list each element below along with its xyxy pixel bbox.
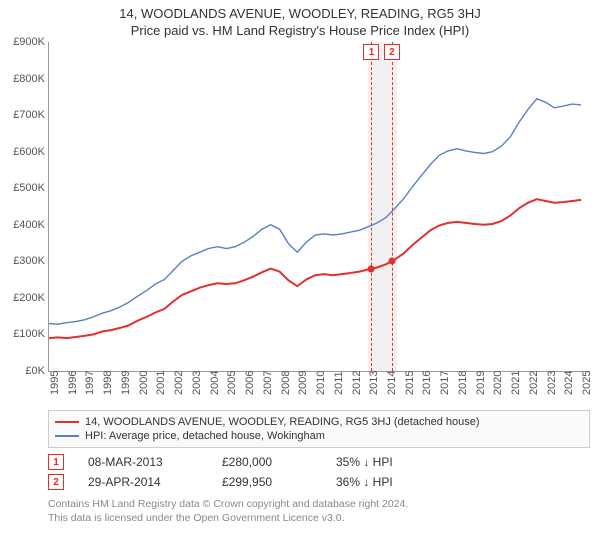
legend-row: 14, WOODLANDS AVENUE, WOODLEY, READING, …	[55, 415, 583, 429]
sale-vline	[392, 42, 393, 371]
footer-line-2: This data is licensed under the Open Gov…	[48, 512, 590, 526]
y-tick: £700K	[1, 109, 45, 121]
y-tick: £600K	[1, 146, 45, 158]
sale-delta: 36% ↓ HPI	[336, 475, 393, 489]
sales-table: 1 08-MAR-2013 £280,000 35% ↓ HPI 2 29-APR-201…	[48, 452, 590, 492]
sale-price: £299,950	[222, 475, 312, 489]
legend-row: HPI: Average price, detached house, Woki…	[55, 429, 583, 443]
sale-row: 2 29-APR-2014 £299,950 36% ↓ HPI	[48, 472, 590, 492]
legend-swatch	[55, 435, 79, 437]
sale-dot	[388, 258, 395, 265]
chart-svg	[49, 42, 590, 371]
footer-line-1: Contains HM Land Registry data © Crown c…	[48, 498, 590, 512]
y-tick: £800K	[1, 73, 45, 85]
sale-flag: 1	[363, 44, 379, 60]
sale-dot	[368, 265, 375, 272]
legend-swatch	[55, 421, 79, 423]
footer-text: Contains HM Land Registry data © Crown c…	[48, 498, 590, 525]
sale-row: 1 08-MAR-2013 £280,000 35% ↓ HPI	[48, 452, 590, 472]
chart-area: £0K£100K£200K£300K£400K£500K£600K£700K£8…	[48, 42, 590, 402]
y-tick: £500K	[1, 182, 45, 194]
sale-marker-box: 2	[48, 474, 64, 490]
legend-label: 14, WOODLANDS AVENUE, WOODLEY, READING, …	[85, 416, 480, 428]
legend-box: 14, WOODLANDS AVENUE, WOODLEY, READING, …	[48, 410, 590, 448]
sale-flag: 2	[384, 44, 400, 60]
chart-subtitle: Price paid vs. HM Land Registry's House …	[0, 23, 600, 42]
sale-vline	[371, 42, 372, 371]
y-tick: £200K	[1, 292, 45, 304]
sale-marker-box: 1	[48, 454, 64, 470]
sale-price: £280,000	[222, 455, 312, 469]
series-hpi	[49, 99, 581, 325]
y-tick: £300K	[1, 255, 45, 267]
sale-delta: 35% ↓ HPI	[336, 455, 393, 469]
legend-label: HPI: Average price, detached house, Woki…	[85, 430, 325, 442]
sale-date: 08-MAR-2013	[88, 455, 198, 469]
chart-title: 14, WOODLANDS AVENUE, WOODLEY, READING, …	[0, 0, 600, 23]
y-tick: £900K	[1, 36, 45, 48]
y-tick: £400K	[1, 219, 45, 231]
sale-date: 29-APR-2014	[88, 475, 198, 489]
plot-area: £0K£100K£200K£300K£400K£500K£600K£700K£8…	[48, 42, 590, 372]
y-tick: £0K	[1, 365, 45, 377]
y-tick: £100K	[1, 328, 45, 340]
series-property	[49, 199, 581, 338]
